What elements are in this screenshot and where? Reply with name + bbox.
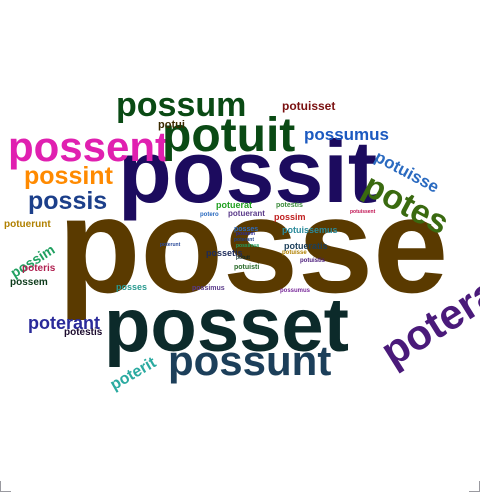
word-poterant: poterant [28, 313, 100, 333]
word-possint: possint [24, 162, 113, 190]
word-possimus: possimus [192, 285, 225, 292]
word-potestis-green: potestis [276, 202, 303, 209]
word-potuit-small: potuit [236, 255, 250, 261]
word-possumus-small: possumus [280, 288, 311, 294]
word-potuissemus: potuissemus [282, 225, 338, 235]
word-poterant-small: poterant [234, 237, 254, 243]
word-potestis: potestis [64, 327, 103, 338]
word-possum: possum [116, 86, 247, 124]
word-potuerant: potuerant [228, 209, 265, 218]
word-potui: potui [158, 119, 185, 131]
word-possim: possim [7, 241, 58, 281]
word-potuisti: potuisti [234, 264, 260, 271]
word-possimus-small: possimus [236, 243, 260, 249]
word-potuit: potuit [162, 109, 296, 162]
word-posses: posses [116, 282, 148, 292]
word-posset: posset [104, 283, 349, 368]
word-potuissent: potuissent [350, 209, 376, 215]
word-possumus: possumus [304, 125, 390, 144]
word-potuerunt: potuerunt [4, 219, 51, 230]
word-poteris: poteris [22, 263, 56, 274]
frame-corner-bottom-right [469, 481, 480, 492]
word-possetis: possetis [206, 248, 243, 258]
word-posse: posse [58, 170, 449, 321]
word-potuerat: potuerat [216, 200, 252, 210]
word-potuisset: potuisset [282, 99, 336, 113]
word-possit: possit [118, 122, 378, 221]
word-possent: possent [8, 123, 170, 170]
word-possem: possem [10, 277, 48, 288]
word-possim-red: possim [274, 212, 306, 222]
word-potuisse-small: potuisse [282, 250, 307, 256]
word-posses-blue: posses [234, 226, 259, 233]
word-possis: possis [28, 187, 108, 215]
word-potueratis: potueratis [284, 241, 328, 251]
word-poterunt: poterunt [160, 242, 181, 248]
word-possem-small: possem [236, 231, 255, 237]
word-possunt: possunt [168, 337, 332, 384]
word-potuistis: potuistis [300, 258, 325, 264]
frame-corner-bottom-left [0, 481, 11, 492]
word-potero: potero [200, 212, 219, 218]
